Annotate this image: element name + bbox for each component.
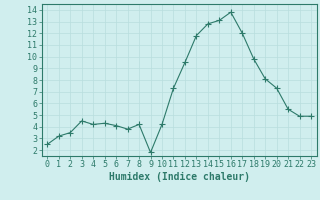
X-axis label: Humidex (Indice chaleur): Humidex (Indice chaleur) <box>109 172 250 182</box>
